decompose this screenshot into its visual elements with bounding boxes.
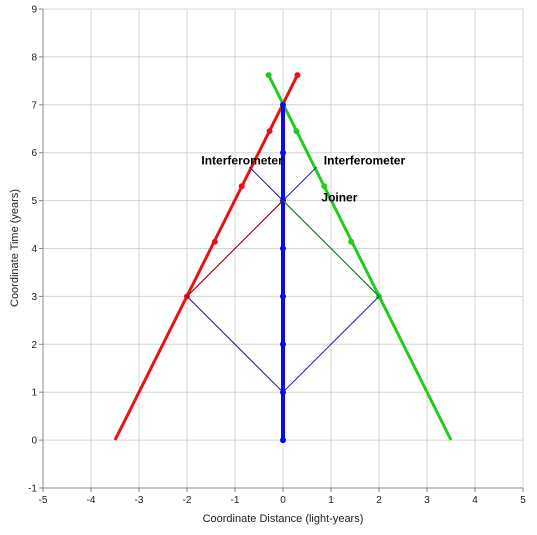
y-tick-label: 1 [31,388,37,399]
point-marker-blue [280,437,286,444]
series-line-darkred [186,200,284,297]
x-tick-label: 1 [328,495,334,506]
point-marker-red [294,72,301,79]
x-axis-title: Coordinate Distance (light-years) [203,513,364,525]
point-marker-red [238,183,245,190]
y-tick-label: 6 [31,148,37,159]
y-tick-label: 4 [31,244,37,255]
x-tick-label: 5 [520,495,526,506]
x-tick-label: 3 [424,495,430,506]
axes [39,8,524,492]
point-marker-red [211,238,218,245]
x-tick-label: 2 [376,495,382,506]
annotations: Interferometer Interferometer Joiner [201,154,405,205]
point-marker-green [293,128,300,135]
point-marker-blue [280,149,286,156]
point-marker-blue [280,101,286,108]
x-tick-label: -5 [39,495,48,506]
series-line-red [113,74,299,441]
y-axis-title: Coordinate Time (years) [9,189,21,307]
y-tick-label: 2 [31,340,37,351]
x-tick-label: -2 [183,495,192,506]
point-marker-green [348,238,355,245]
x-tick-label: -4 [87,495,96,506]
x-tick-label: 4 [472,495,478,506]
annotation-label: Interferometer [201,154,283,168]
x-tick-label: -1 [231,495,240,506]
tick-labels: -5 -4 -3 -2 -1 0 1 2 3 4 5 -1 0 1 2 3 4 5 6 7 8 9 [28,5,526,507]
y-tick-label: 5 [31,196,37,207]
y-tick-label: 8 [31,52,37,63]
y-tick-label: 0 [31,436,37,447]
annotation-label: Joiner [321,191,357,205]
annotation-label: Interferometer [324,154,406,168]
series-line-green [267,74,453,441]
x-tick-label: 0 [280,495,286,506]
point-marker-green [321,183,328,190]
point-marker-blue [280,293,286,300]
point-marker-blue [280,341,286,348]
y-tick-label: 3 [31,292,37,303]
point-marker-red [266,128,273,135]
y-tick-label: 9 [31,5,37,16]
data-series [113,72,453,444]
series-line-darkgreen [282,200,380,297]
point-marker-blue [280,245,286,252]
point-marker-green [265,72,272,79]
y-tick-label: 7 [31,100,37,111]
y-tick-label: -1 [28,484,37,495]
x-tick-label: -3 [135,495,144,506]
